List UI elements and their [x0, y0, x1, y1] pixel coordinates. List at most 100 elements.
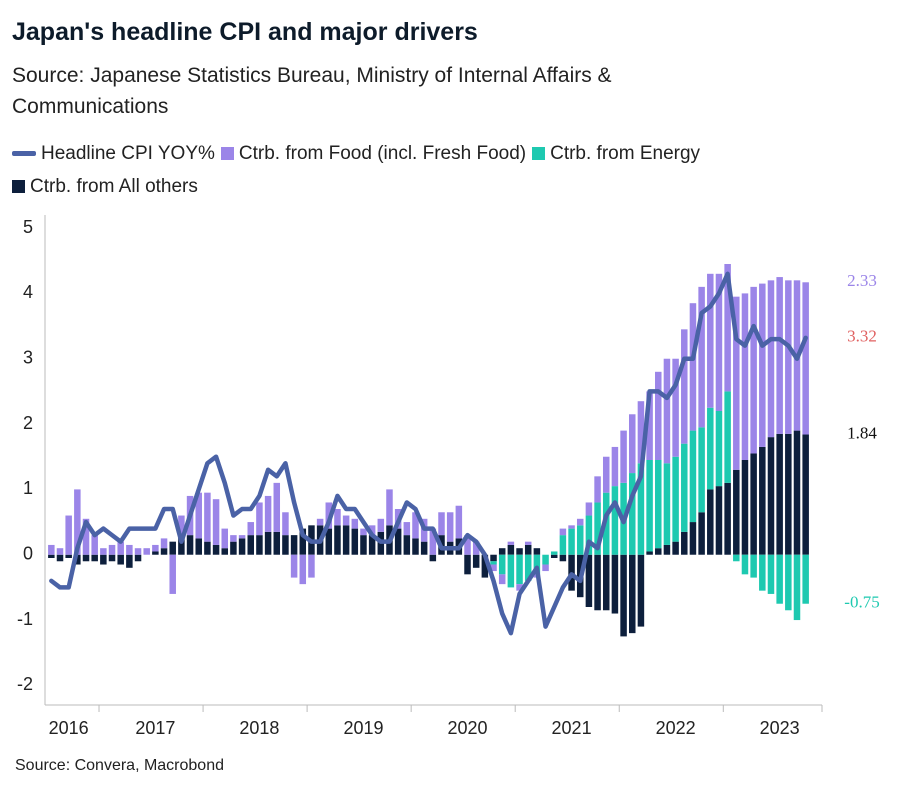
end-value-label: 1.84	[847, 423, 877, 442]
bar-segment	[65, 554, 72, 558]
bar-segment	[629, 414, 636, 474]
bar-segment	[316, 518, 324, 526]
bar-segment	[412, 512, 419, 539]
bar-segment	[533, 548, 541, 555]
bar-segment	[550, 554, 558, 558]
bar-segment	[334, 509, 341, 526]
bar-segment	[672, 541, 679, 555]
bar-segment	[507, 544, 515, 555]
bar-segment	[48, 554, 55, 558]
bar-segment	[655, 460, 662, 549]
bar-segment	[689, 430, 697, 523]
bar-segment	[247, 522, 255, 536]
bar-segment	[100, 548, 107, 555]
bar-segment	[152, 544, 159, 552]
bar-segment	[420, 541, 428, 555]
x-tick-label: 2016	[49, 718, 89, 738]
legend-item: Ctrb. from Food (incl. Fresh Food)	[220, 137, 526, 170]
bar-segment	[559, 535, 567, 555]
y-tick-label: 2	[23, 413, 33, 433]
bar-segment	[646, 551, 653, 555]
bar-segment	[785, 280, 792, 434]
bar-segment	[360, 528, 367, 536]
bar-segment	[741, 554, 749, 575]
bar-segment	[368, 535, 376, 555]
legend-swatch	[532, 147, 546, 160]
bar-segment	[48, 544, 55, 555]
bar-segment	[776, 277, 783, 434]
bar-segment	[698, 427, 705, 513]
bar-segment	[715, 486, 723, 555]
bar-segment	[334, 525, 341, 555]
bar-segment	[368, 525, 376, 536]
legend-item: Headline CPI YOY%	[12, 137, 215, 170]
bar-segment	[715, 411, 723, 487]
bar-segment	[169, 554, 176, 594]
bar-segment	[516, 554, 523, 585]
bar-segment	[377, 518, 385, 532]
bar-segment	[750, 453, 757, 555]
bar-segment	[351, 518, 359, 529]
bar-segment	[238, 535, 246, 539]
bar-segment	[290, 554, 298, 578]
bar-segment	[204, 541, 211, 555]
y-tick-label: -1	[17, 609, 33, 629]
bar-segment	[620, 554, 627, 637]
bar-segment	[672, 358, 679, 457]
bar-segment	[446, 512, 454, 542]
bar-segment	[585, 502, 593, 516]
bar-segment	[386, 489, 393, 526]
bar-segment	[663, 544, 671, 555]
bar-segment	[681, 329, 688, 444]
bar-segment	[169, 541, 176, 555]
bar-segment	[733, 296, 740, 470]
bar-segment	[759, 283, 766, 447]
bar-segment	[429, 554, 437, 562]
y-tick-label: 0	[23, 543, 33, 563]
bar-segment	[126, 544, 133, 555]
bar-segment	[767, 280, 775, 438]
bar-segment	[498, 574, 506, 585]
bar-segment	[74, 489, 81, 555]
bar-segment	[698, 286, 705, 428]
bar-segment	[91, 554, 98, 562]
legend: Headline CPI YOY% Ctrb. from Food (incl. …	[12, 137, 772, 203]
bar-segment	[230, 541, 237, 555]
bar-segment	[195, 538, 202, 555]
bar-segment	[221, 548, 228, 555]
bar-segment	[568, 525, 575, 529]
bar-segment	[394, 528, 402, 555]
bar-segment	[160, 538, 168, 549]
bar-segment	[498, 548, 506, 555]
bar-segment	[143, 548, 150, 555]
bar-segment	[637, 401, 645, 464]
bar-segment	[351, 528, 359, 555]
legend-item: Ctrb. from All others	[12, 170, 198, 203]
bar-segment	[576, 518, 584, 526]
y-tick-label: 1	[23, 478, 33, 498]
bar-segment	[637, 463, 645, 555]
y-tick-label: 4	[23, 282, 33, 302]
bar-segment	[273, 482, 281, 532]
bar-segment	[776, 554, 783, 604]
bar-segment	[585, 515, 593, 555]
bar-segment	[438, 512, 445, 536]
bar-segment	[82, 518, 90, 555]
bar-segment	[611, 486, 619, 555]
legend-label: Ctrb. from All others	[30, 176, 198, 197]
bar-segment	[637, 554, 645, 627]
bar-segment	[91, 535, 98, 555]
bar-segment	[689, 303, 697, 431]
x-tick-label: 2020	[447, 718, 487, 738]
bar-segment	[585, 554, 593, 607]
bar-segment	[689, 522, 697, 555]
bar-segment	[403, 535, 411, 555]
source-note: Source: Convera, Macrobond	[15, 757, 224, 774]
bar-segment	[533, 554, 541, 575]
bar-segment	[490, 554, 497, 562]
bar-segment	[629, 554, 636, 634]
bar-segment	[776, 433, 783, 555]
bar-segment	[273, 531, 281, 555]
bar-segment	[594, 476, 601, 503]
